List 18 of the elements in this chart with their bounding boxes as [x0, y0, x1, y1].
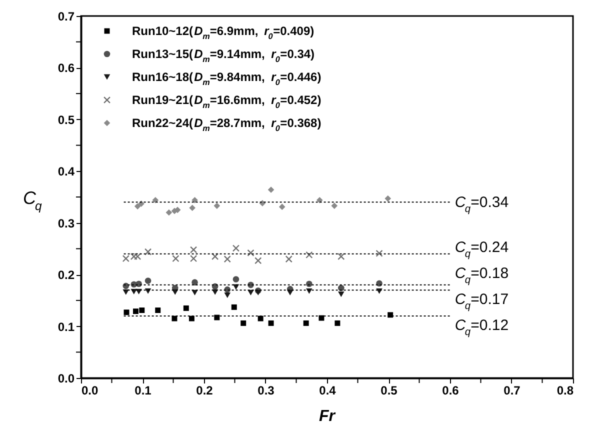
- x-tick-label: 0.5: [380, 384, 398, 398]
- x-tick-label: 0.1: [134, 384, 152, 398]
- x-tick-label: 0.6: [442, 384, 460, 398]
- y-tick-label: 0.3: [58, 216, 75, 230]
- y-tick-label: 0.6: [58, 61, 75, 76]
- x-axis-title: Fr: [319, 408, 336, 425]
- x-tick-label: 0.4: [319, 384, 336, 398]
- y-tick-label: 0.5: [58, 112, 75, 127]
- y-tick-label: 0.1: [58, 320, 75, 334]
- y-tick-label: 0.2: [58, 268, 75, 282]
- y-tick-label: 0.4: [58, 164, 75, 179]
- x-tick-label: 0.0: [82, 384, 99, 398]
- y-tick-label: 0.0: [58, 372, 75, 386]
- y-tick-label: 0.7: [58, 10, 75, 24]
- x-tick-label: 0.2: [196, 384, 214, 398]
- x-tick-label: 0.8: [556, 384, 574, 398]
- x-tick-label: 0.3: [258, 384, 275, 398]
- x-tick-label: 0.7: [504, 384, 521, 398]
